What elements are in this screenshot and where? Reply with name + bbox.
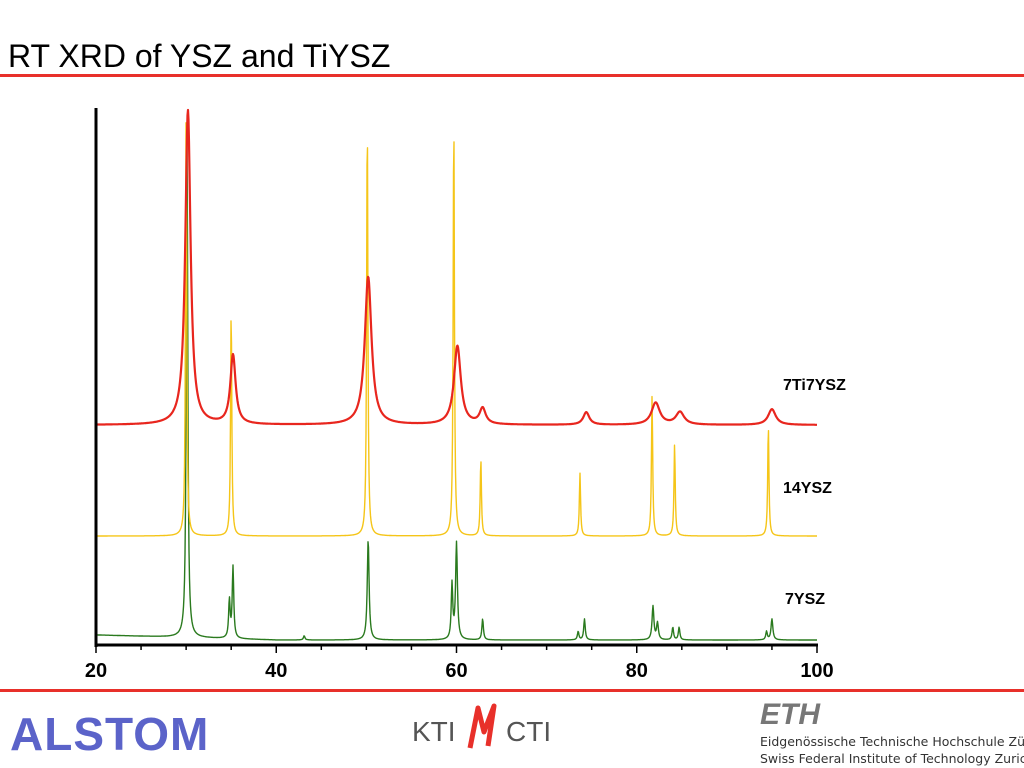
slide-title: RT XRD of YSZ and TiYSZ xyxy=(8,38,391,74)
x-tick-label: 80 xyxy=(626,660,648,682)
series-line-7Ti7YSZ xyxy=(95,108,818,426)
series-label-7YSZ: 7YSZ xyxy=(785,591,825,608)
series-label-7Ti7YSZ: 7Ti7YSZ xyxy=(783,377,846,394)
kti-logo-text: KTI xyxy=(412,716,456,747)
x-tick-label: 20 xyxy=(85,660,107,682)
footer-rule xyxy=(0,689,1024,692)
x-tick-label: 60 xyxy=(445,660,467,682)
eth-name-english: Swiss Federal Institute of Technology Zu… xyxy=(760,751,1024,766)
eth-name-german: Eidgenössische Technische Hochschule Zür… xyxy=(760,734,1024,749)
x-tick-label: 40 xyxy=(265,660,287,682)
eth-logo: ETH xyxy=(760,698,820,731)
alstom-logo: ALSTOM xyxy=(10,708,210,760)
cti-logo-text: CTI xyxy=(506,716,552,747)
xrd-chart: 20 40 60 80 100 7Ti7YSZ 14YSZ 7YSZ xyxy=(85,108,846,682)
x-tick-label: 100 xyxy=(800,660,833,682)
title-rule xyxy=(0,74,1024,77)
kti-flag-icon xyxy=(467,703,497,749)
series-label-14YSZ: 14YSZ xyxy=(783,480,832,497)
series-line-14YSZ xyxy=(95,122,818,537)
series-line-7YSZ xyxy=(95,133,818,641)
